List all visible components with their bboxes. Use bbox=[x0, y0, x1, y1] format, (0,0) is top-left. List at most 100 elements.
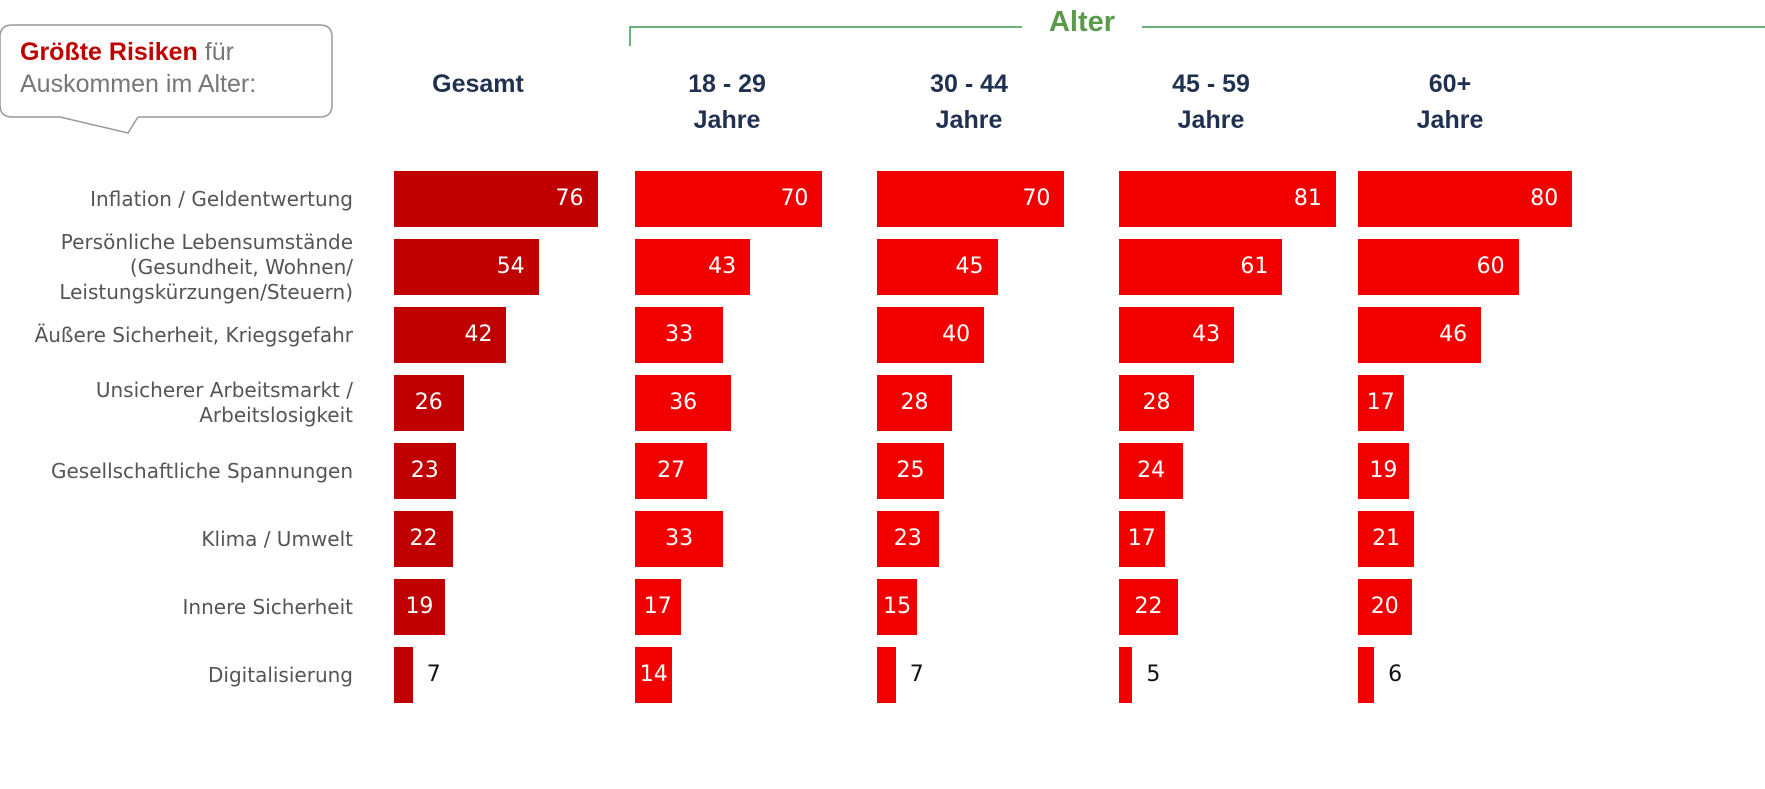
bar bbox=[635, 647, 673, 703]
value-label: 21 bbox=[1372, 526, 1401, 551]
value-label: 40 bbox=[942, 322, 971, 347]
series-header: 30 - 44 Jahre bbox=[930, 70, 1008, 134]
bar bbox=[1358, 375, 1404, 431]
value-label: 76 bbox=[555, 186, 584, 211]
bar bbox=[635, 171, 823, 227]
value-label: 33 bbox=[665, 526, 694, 551]
bar bbox=[877, 239, 998, 295]
bar bbox=[635, 375, 732, 431]
value-label: 19 bbox=[1369, 458, 1398, 483]
value-label: 45 bbox=[955, 254, 984, 279]
bar bbox=[1119, 579, 1178, 635]
bar bbox=[1358, 171, 1573, 227]
bar bbox=[1119, 443, 1184, 499]
bar bbox=[1358, 239, 1519, 295]
bar bbox=[394, 239, 539, 295]
value-label: 43 bbox=[708, 254, 737, 279]
value-label: 81 bbox=[1293, 186, 1322, 211]
value-label: 27 bbox=[657, 458, 686, 483]
group-label: Alter bbox=[1022, 6, 1142, 39]
group-bracket bbox=[629, 26, 1765, 46]
callout-text: Größte Risiken für Auskommen im Alter: bbox=[20, 36, 320, 100]
value-label: 22 bbox=[1134, 594, 1163, 619]
bar bbox=[1358, 511, 1415, 567]
bar bbox=[1119, 375, 1194, 431]
bar bbox=[1119, 647, 1133, 703]
value-label: 7 bbox=[426, 662, 441, 687]
bar bbox=[877, 443, 944, 499]
value-label: 17 bbox=[1127, 526, 1156, 551]
bar bbox=[877, 171, 1065, 227]
category-label: Unsicherer Arbeitsmarkt / Arbeitslosigke… bbox=[95, 378, 353, 427]
value-label: 19 bbox=[405, 594, 434, 619]
category-label: Digitalisierung bbox=[208, 662, 353, 687]
value-label: 61 bbox=[1240, 254, 1269, 279]
category-label: Äußere Sicherheit, Kriegsgefahr bbox=[34, 322, 353, 347]
value-label: 54 bbox=[496, 254, 525, 279]
value-label: 28 bbox=[900, 390, 929, 415]
value-label: 26 bbox=[414, 390, 443, 415]
bar bbox=[1358, 579, 1412, 635]
value-label: 22 bbox=[409, 526, 438, 551]
bar bbox=[1358, 647, 1375, 703]
series-header: Gesamt bbox=[432, 70, 524, 98]
value-label: 70 bbox=[780, 186, 809, 211]
callout-box bbox=[0, 24, 333, 134]
bar bbox=[635, 239, 751, 295]
value-label: 25 bbox=[896, 458, 925, 483]
series-header: 45 - 59 Jahre bbox=[1172, 70, 1250, 134]
value-label: 36 bbox=[669, 390, 698, 415]
bar bbox=[394, 647, 413, 703]
category-label: Persönliche Lebensumstände (Gesundheit, … bbox=[59, 229, 353, 304]
bar bbox=[394, 443, 456, 499]
bar bbox=[394, 171, 598, 227]
value-label: 28 bbox=[1142, 390, 1171, 415]
bar bbox=[635, 579, 681, 635]
value-label: 23 bbox=[410, 458, 439, 483]
title-highlight: Größte Risiken bbox=[20, 38, 198, 66]
value-label: 24 bbox=[1137, 458, 1166, 483]
category-label: Inflation / Geldentwertung bbox=[90, 186, 353, 211]
bar bbox=[1119, 239, 1283, 295]
title: für Auskommen im Alter: bbox=[20, 38, 257, 98]
value-label: 17 bbox=[643, 594, 672, 619]
bar bbox=[877, 647, 896, 703]
value-label: 70 bbox=[1022, 186, 1051, 211]
bar bbox=[877, 579, 918, 635]
bar bbox=[394, 511, 453, 567]
bar bbox=[635, 443, 708, 499]
category-label: Gesellschaftliche Spannungen bbox=[51, 458, 353, 483]
category-label: Innere Sicherheit bbox=[182, 594, 353, 619]
bar bbox=[1119, 307, 1235, 363]
series-header: 60+ Jahre bbox=[1416, 70, 1484, 134]
bar bbox=[877, 375, 952, 431]
value-label: 33 bbox=[665, 322, 694, 347]
value-label: 42 bbox=[464, 322, 493, 347]
bar bbox=[394, 375, 464, 431]
value-label: 6 bbox=[1388, 662, 1403, 687]
bar bbox=[394, 579, 445, 635]
value-label: 60 bbox=[1476, 254, 1505, 279]
value-label: 15 bbox=[883, 594, 912, 619]
series-header: 18 - 29 Jahre bbox=[688, 70, 766, 134]
bar bbox=[635, 307, 724, 363]
value-label: 23 bbox=[893, 526, 922, 551]
value-label: 46 bbox=[1439, 322, 1468, 347]
value-label: 5 bbox=[1146, 662, 1161, 687]
bar bbox=[1119, 171, 1336, 227]
value-label: 17 bbox=[1366, 390, 1395, 415]
bar bbox=[1358, 443, 1409, 499]
value-label: 43 bbox=[1192, 322, 1221, 347]
bar bbox=[877, 511, 939, 567]
bar bbox=[1119, 511, 1165, 567]
value-label: 7 bbox=[909, 662, 924, 687]
bar bbox=[877, 307, 985, 363]
category-label: Klima / Umwelt bbox=[201, 526, 353, 551]
bar bbox=[394, 307, 507, 363]
value-label: 14 bbox=[639, 662, 668, 687]
bar bbox=[1358, 307, 1482, 363]
bar bbox=[635, 511, 724, 567]
value-label: 20 bbox=[1370, 594, 1399, 619]
